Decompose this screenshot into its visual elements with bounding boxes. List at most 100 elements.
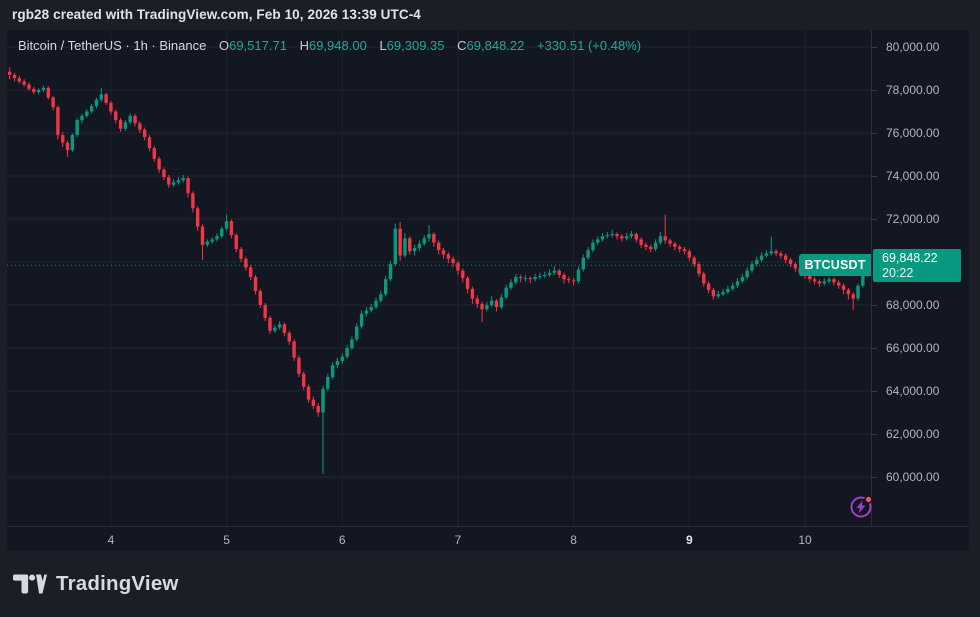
candle-body (109, 102, 113, 112)
candle-body (750, 264, 754, 271)
candle-body (191, 193, 195, 209)
time-axis-label: 8 (570, 533, 577, 547)
candle-body (470, 288, 475, 299)
candle-body (461, 270, 465, 279)
candle-body (244, 258, 248, 268)
candle-body (152, 148, 156, 159)
candle-body (538, 276, 542, 278)
flash-icon[interactable] (847, 492, 877, 522)
candle-body (157, 158, 161, 170)
candle-body (605, 235, 610, 237)
price-scale-tick (872, 133, 877, 134)
candle-body (8, 71, 12, 75)
candle-body (485, 305, 489, 310)
candle-body (200, 226, 205, 245)
candle-body (745, 270, 749, 277)
candle-body (615, 234, 619, 237)
candle-body (557, 270, 561, 275)
low-label: L (379, 38, 387, 53)
candle-body (282, 324, 287, 333)
price-scale-tick (872, 305, 877, 306)
candle-body (142, 129, 147, 138)
current-price: 69,848.22 (882, 250, 938, 265)
time-axis-label: 4 (107, 533, 115, 547)
flash-circle (850, 496, 872, 518)
candle-body (123, 122, 128, 129)
flash-bolt (856, 500, 866, 514)
candle-body (436, 242, 441, 251)
candle-body (417, 243, 422, 248)
close-label: C (457, 38, 467, 53)
candle-body (422, 238, 426, 244)
candle-body (528, 278, 532, 280)
candle-body (297, 357, 301, 374)
candle-body (80, 115, 84, 121)
candle-body (851, 294, 855, 299)
price-scale-tick (872, 219, 877, 220)
candle-body (306, 386, 311, 400)
candle-body (822, 281, 826, 284)
candle-body (195, 208, 200, 227)
price-scale-label: 76,000.00 (886, 126, 940, 140)
candle-body (287, 332, 291, 342)
candle-body (138, 123, 142, 130)
candle-body (12, 75, 17, 79)
candle-body (335, 360, 340, 366)
attribution-text: rgb28 created with TradingView.com, Feb … (12, 7, 421, 22)
candle-body (663, 236, 667, 241)
candle-body (133, 115, 137, 124)
candle-body (234, 235, 238, 250)
candle-body (812, 279, 817, 282)
candle-body (629, 234, 634, 237)
candle-body (104, 94, 108, 103)
candle-body (841, 285, 846, 290)
candle-body (552, 270, 557, 273)
price-scale-label: 60,000.00 (886, 470, 940, 484)
candle-body (220, 228, 224, 237)
candle-body (249, 267, 253, 278)
price-scale-label: 66,000.00 (886, 341, 940, 355)
time-axis-label: 10 (798, 533, 812, 547)
candle-body (167, 177, 171, 185)
candle-body (591, 242, 595, 251)
candle-body (600, 236, 605, 240)
candle-body (726, 288, 730, 293)
candle-body (702, 273, 706, 284)
candle-body (374, 300, 378, 308)
candle-body (171, 182, 176, 185)
candle-body (673, 243, 677, 247)
candlestick-chart[interactable] (7, 30, 871, 526)
candle-body (735, 281, 740, 286)
time-axis[interactable]: 4 5 6 7 8 9 10 (7, 526, 969, 552)
candle-body (769, 251, 773, 254)
candle-body (99, 94, 103, 100)
candle-body (562, 274, 566, 280)
tradingview-logo-text[interactable]: TradingView (56, 572, 179, 595)
candle-body (784, 255, 788, 260)
candle-body (224, 221, 229, 229)
candle-body (740, 277, 745, 282)
candle-body (51, 97, 55, 108)
tradingview-logo-icon[interactable] (13, 574, 47, 594)
time-axis-label: 5 (223, 533, 230, 547)
candle-body (533, 277, 537, 280)
price-scale-tick (872, 348, 877, 349)
candle-body (620, 236, 624, 239)
candle-body (567, 279, 571, 281)
time-axis-label: 9 (685, 533, 693, 547)
candle-body (94, 99, 99, 107)
candle-body (697, 264, 701, 274)
open-value: 69,517.71 (229, 38, 287, 53)
candle-body (832, 279, 836, 283)
candle-body (793, 264, 798, 269)
candle-body (682, 249, 687, 252)
candle-body (22, 81, 26, 85)
current-price-badge[interactable]: 69,848.22 20:22 (873, 248, 961, 282)
candle-body (543, 274, 547, 276)
symbol-title[interactable]: Bitcoin / TetherUS · 1h · Binance (18, 38, 207, 53)
candle-body (36, 90, 41, 93)
candle-body (687, 251, 692, 258)
candle-body (451, 258, 455, 264)
candle-body (755, 259, 759, 265)
candle-body (706, 283, 711, 290)
